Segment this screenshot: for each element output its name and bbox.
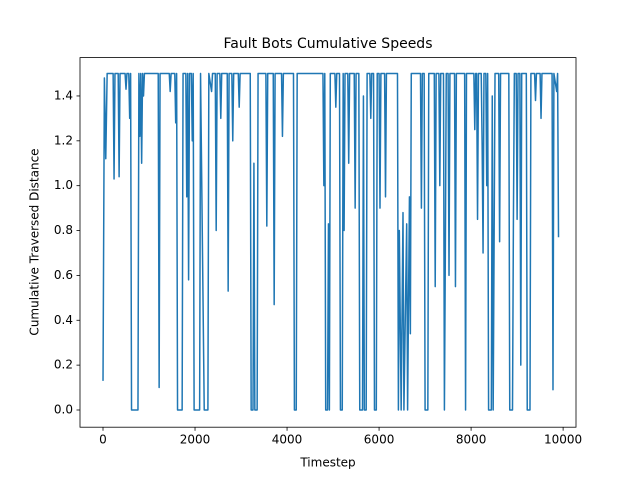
data-line <box>102 72 560 411</box>
x-tick-label: 8000 <box>456 433 487 447</box>
y-tick-label: 0.2 <box>54 358 73 372</box>
y-tick-label: 0.0 <box>54 402 73 416</box>
y-tick-label: 1.2 <box>54 133 73 147</box>
x-tick-label: 6000 <box>364 433 395 447</box>
x-tick-label: 0 <box>99 433 107 447</box>
y-tick-label: 0.4 <box>54 313 73 327</box>
y-axis-label: Cumulative Traversed Distance <box>28 148 42 335</box>
y-tick-label: 0.6 <box>54 268 73 282</box>
x-tick-label: 10000 <box>544 433 582 447</box>
plot-frame <box>79 57 577 428</box>
y-tick-label: 0.8 <box>54 223 73 237</box>
chart-title: Fault Bots Cumulative Speeds <box>224 36 433 52</box>
x-tick-label: 4000 <box>272 433 303 447</box>
x-axis-label: Timestep <box>299 456 355 470</box>
y-tick-label: 1.0 <box>54 178 73 192</box>
x-tick-label: 2000 <box>180 433 211 447</box>
y-tick-label: 1.4 <box>54 88 73 102</box>
